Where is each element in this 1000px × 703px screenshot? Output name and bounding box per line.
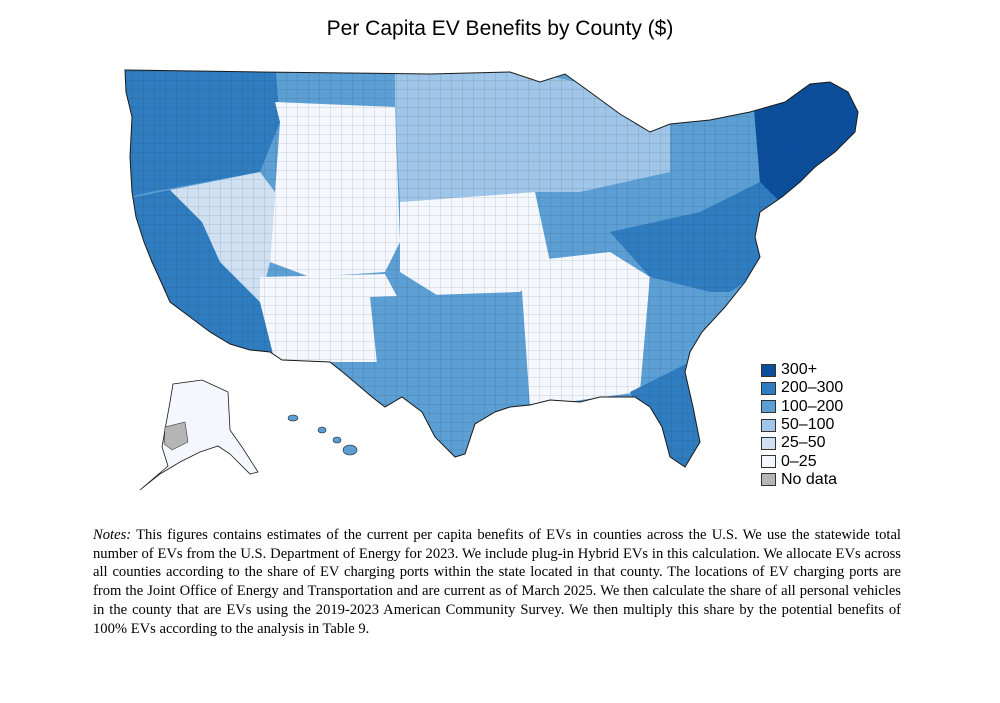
map-legend: 300+ 200–300 100–200 50–100 25–50 0–25 N… [761,361,843,489]
legend-item: 200–300 [761,379,843,397]
notes-text: This figures contains estimates of the c… [93,527,901,637]
legend-item: 50–100 [761,416,843,434]
legend-item: 25–50 [761,434,843,452]
legend-label: 0–25 [781,452,817,470]
legend-swatch [761,381,776,395]
legend-label: 25–50 [781,434,826,452]
alaska-inset [139,379,259,491]
figure-notes: Notes: This figures contains estimates o… [93,526,901,638]
hawaii-island-1 [287,414,299,422]
legend-swatch [761,418,776,432]
legend-swatch [761,400,776,414]
map-title: Per Capita EV Benefits by County ($) [326,17,674,40]
hawaii-island-2 [317,426,327,434]
hawaii-island-3 [332,436,342,444]
legend-swatch [761,455,776,469]
legend-swatch [761,436,776,450]
alaska-shape [139,379,259,491]
conus-regions [125,70,858,467]
legend-item: 0–25 [761,452,843,470]
hawaii-inset [287,414,358,456]
notes-label: Notes: [93,527,132,543]
legend-item: 100–200 [761,398,843,416]
choropleth-map [110,62,870,502]
hawaii-island-4 [342,444,358,456]
legend-label: 50–100 [781,416,835,434]
legend-label: 100–200 [781,397,844,415]
legend-label: 300+ [781,361,818,379]
legend-swatch [761,363,776,377]
legend-item: No data [761,471,843,489]
legend-label: 200–300 [781,379,844,397]
legend-item: 300+ [761,361,843,379]
legend-label: No data [781,470,838,488]
us-map-svg [124,69,859,491]
legend-swatch [761,473,776,487]
alaska-nodata [163,421,189,451]
